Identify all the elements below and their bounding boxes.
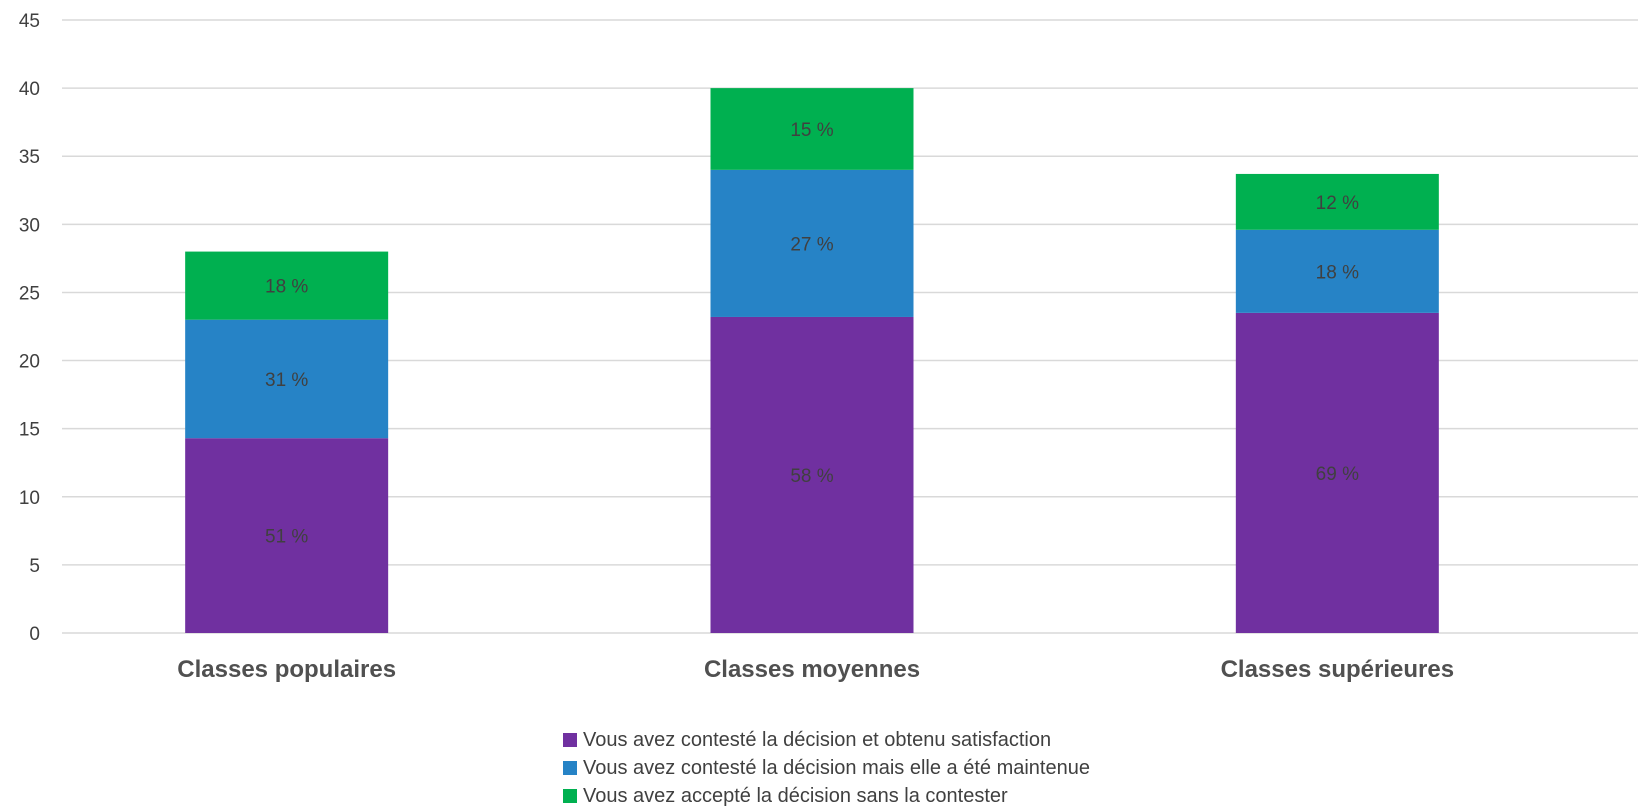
data-label: 18 % bbox=[1316, 262, 1359, 283]
bar-segment bbox=[1235, 173, 1439, 230]
legend-label: Vous avez contesté la décision mais elle… bbox=[583, 756, 1090, 779]
legend-item-maintained: Vous avez contesté la décision mais elle… bbox=[563, 754, 1090, 782]
y-tick-label: 20 bbox=[19, 352, 40, 373]
data-label: 12 % bbox=[1316, 193, 1359, 214]
y-tick-label: 35 bbox=[19, 147, 40, 168]
y-tick-label: 30 bbox=[19, 215, 40, 236]
bar-segment bbox=[1235, 312, 1439, 633]
data-label: 31 % bbox=[265, 370, 308, 391]
y-axis-ticks: 0 5 10 15 20 25 30 35 40 45 bbox=[19, 11, 40, 645]
y-tick-label: 25 bbox=[19, 283, 40, 304]
data-label: 58 % bbox=[790, 466, 833, 487]
legend-label: Vous avez contesté la décision et obtenu… bbox=[583, 728, 1052, 751]
bar-segment bbox=[185, 251, 389, 320]
y-tick-label: 45 bbox=[19, 11, 40, 32]
bar-segment bbox=[185, 438, 389, 633]
legend-item-satisfaction: Vous avez contesté la décision et obtenu… bbox=[563, 726, 1090, 754]
data-label: 27 % bbox=[790, 234, 833, 255]
x-axis-categories: Classes populaires Classes moyennes Classe… bbox=[177, 656, 1454, 683]
data-label: 18 % bbox=[265, 277, 308, 298]
legend-swatch bbox=[563, 761, 577, 775]
bar-segment bbox=[1235, 229, 1439, 313]
y-tick-label: 40 bbox=[19, 79, 40, 100]
legend-item-accepted: Vous avez accepté la décision sans la co… bbox=[563, 782, 1090, 810]
y-tick-label: 0 bbox=[29, 624, 40, 645]
data-label: 15 % bbox=[790, 120, 833, 141]
legend-label: Vous avez accepté la décision sans la co… bbox=[583, 784, 1008, 807]
legend-swatch bbox=[563, 789, 577, 803]
legend-swatch bbox=[563, 733, 577, 747]
bars bbox=[185, 88, 1439, 633]
legend: Vous avez contesté la décision et obtenu… bbox=[563, 726, 1090, 810]
y-tick-label: 10 bbox=[19, 488, 40, 509]
bar-segment bbox=[710, 316, 914, 633]
y-tick-label: 5 bbox=[29, 556, 40, 577]
x-category-label: Classes moyennes bbox=[704, 656, 920, 683]
y-tick-label: 15 bbox=[19, 420, 40, 441]
data-labels: 51 % 31 % 18 % 58 % 27 % 15 % 69 % 18 % 12 % bbox=[265, 120, 1359, 548]
data-label: 51 % bbox=[265, 527, 308, 548]
bar-segment bbox=[185, 319, 389, 439]
x-category-label: Classes populaires bbox=[177, 656, 396, 683]
bar-segment bbox=[710, 88, 914, 170]
x-category-label: Classes supérieures bbox=[1221, 656, 1454, 683]
data-label: 69 % bbox=[1316, 464, 1359, 485]
bar-segment bbox=[710, 169, 914, 317]
